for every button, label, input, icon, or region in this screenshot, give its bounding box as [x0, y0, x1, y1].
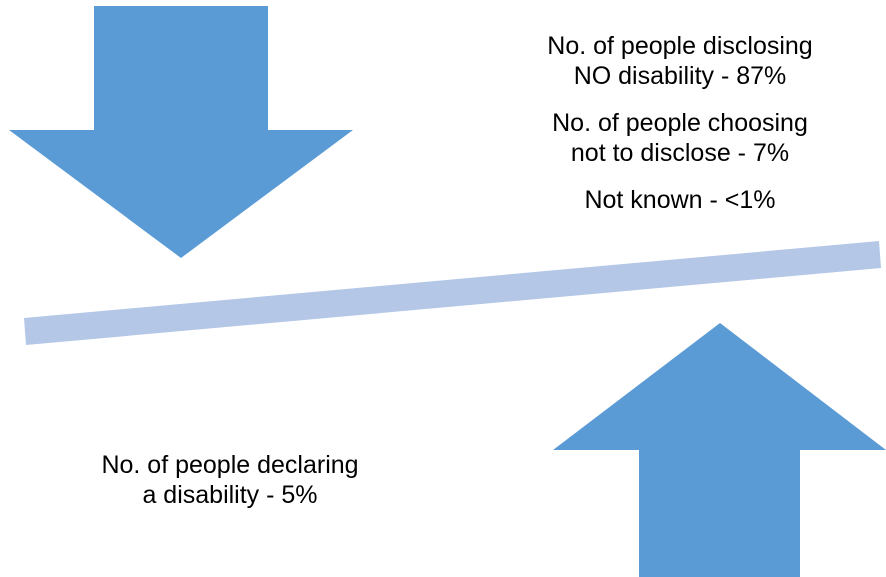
arrow-down-icon [9, 6, 353, 258]
balance-beam [24, 241, 881, 345]
label-disability-line2: a disability - 5% [142, 481, 318, 509]
label-no-disability: No. of people disclosing NO disability -… [495, 31, 865, 91]
label-not-disclosed-line1: No. of people choosing [552, 109, 808, 137]
label-not-known: Not known - <1% [495, 185, 865, 215]
label-not-disclosed: No. of people choosing not to disclose -… [495, 108, 865, 168]
label-disability: No. of people declaring a disability - 5… [45, 450, 415, 510]
arrow-up-icon [553, 323, 886, 577]
label-not-known-line1: Not known - <1% [584, 186, 776, 214]
label-disability-line1: No. of people declaring [101, 451, 359, 479]
label-no-disability-line1: No. of people disclosing [547, 32, 813, 60]
label-no-disability-line2: NO disability - 87% [573, 62, 787, 90]
label-not-disclosed-line2: not to disclose - 7% [570, 139, 790, 167]
